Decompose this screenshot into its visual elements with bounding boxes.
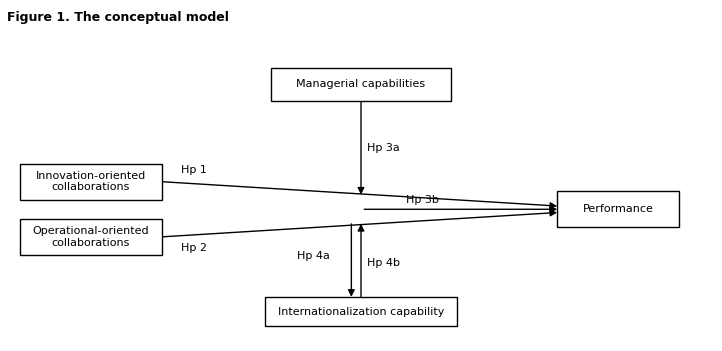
Text: Hp 3a: Hp 3a <box>367 143 400 153</box>
Text: Internationalization capability: Internationalization capability <box>278 306 444 317</box>
FancyBboxPatch shape <box>20 219 162 255</box>
FancyBboxPatch shape <box>557 191 679 227</box>
Text: Performance: Performance <box>583 204 653 214</box>
FancyBboxPatch shape <box>271 68 451 100</box>
Text: Figure 1. The conceptual model: Figure 1. The conceptual model <box>7 11 229 24</box>
Text: Hp 2: Hp 2 <box>181 243 207 253</box>
Text: Hp 4b: Hp 4b <box>367 258 401 268</box>
Text: Operational-oriented
collaborations: Operational-oriented collaborations <box>32 226 149 248</box>
Text: Hp 3b: Hp 3b <box>406 194 439 205</box>
Text: Hp 1: Hp 1 <box>181 165 206 176</box>
Text: Hp 4a: Hp 4a <box>297 251 329 261</box>
FancyBboxPatch shape <box>264 297 458 326</box>
Text: Innovation-oriented
collaborations: Innovation-oriented collaborations <box>35 171 146 192</box>
Text: Managerial capabilities: Managerial capabilities <box>297 79 425 89</box>
FancyBboxPatch shape <box>20 164 162 199</box>
